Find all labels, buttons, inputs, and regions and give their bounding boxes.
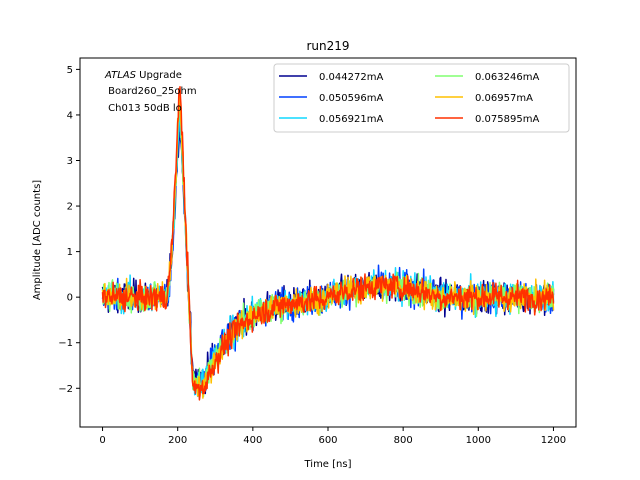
legend-label: 0.044272mA bbox=[319, 72, 383, 83]
chart-title: run219 bbox=[306, 39, 349, 53]
legend-label: 0.056921mA bbox=[319, 114, 383, 125]
annotation-line-2: Board260_25ohm bbox=[105, 86, 197, 97]
series-line-6 bbox=[101, 85, 555, 401]
axes: 0 200 400 600 800 1000 1200 −2 −1 0 1 2 3 4 5 bbox=[58, 57, 577, 446]
y-tick-label: 1 bbox=[67, 247, 73, 258]
legend-label: 0.075895mA bbox=[475, 114, 539, 125]
annotation-line-3: Ch013 50dB lo bbox=[105, 103, 182, 114]
x-tick-label: 400 bbox=[243, 435, 262, 446]
legend-label: 0.06957mA bbox=[475, 93, 533, 104]
x-tick-label: 1000 bbox=[466, 435, 491, 446]
y-axis-label: Amplitude [ADC counts] bbox=[32, 180, 43, 300]
annotation-line-1: ATLAS Upgrade bbox=[104, 70, 182, 81]
legend-label: 0.063246mA bbox=[475, 72, 539, 83]
x-tick-label: 800 bbox=[394, 435, 413, 446]
x-tick-label: 1200 bbox=[541, 435, 566, 446]
atlas-annotation: ATLAS Upgrade Board260_25ohm Ch013 50dB … bbox=[104, 70, 197, 114]
x-tick-label: 0 bbox=[99, 435, 105, 446]
legend-label: 0.050596mA bbox=[319, 93, 383, 104]
annotation-atlas-italic: ATLAS bbox=[104, 70, 137, 81]
y-tick-label: 2 bbox=[67, 202, 73, 213]
y-tick-label: 4 bbox=[67, 110, 73, 121]
y-tick-label: −1 bbox=[58, 338, 73, 349]
legend-box bbox=[273, 63, 570, 133]
y-tick-label: 3 bbox=[67, 156, 73, 167]
x-axis-label: Time [ns] bbox=[303, 459, 351, 470]
x-tick-label: 200 bbox=[168, 435, 187, 446]
y-tick-label: 0 bbox=[67, 293, 73, 304]
y-tick-label: −2 bbox=[58, 384, 73, 395]
x-tick-label: 600 bbox=[318, 435, 337, 446]
y-tick-label: 5 bbox=[67, 65, 73, 76]
plot-area bbox=[101, 85, 555, 401]
annotation-upgrade: Upgrade bbox=[136, 70, 182, 81]
legend: 0.044272mA 0.050596mA 0.056921mA 0.063246mA… bbox=[273, 63, 570, 133]
